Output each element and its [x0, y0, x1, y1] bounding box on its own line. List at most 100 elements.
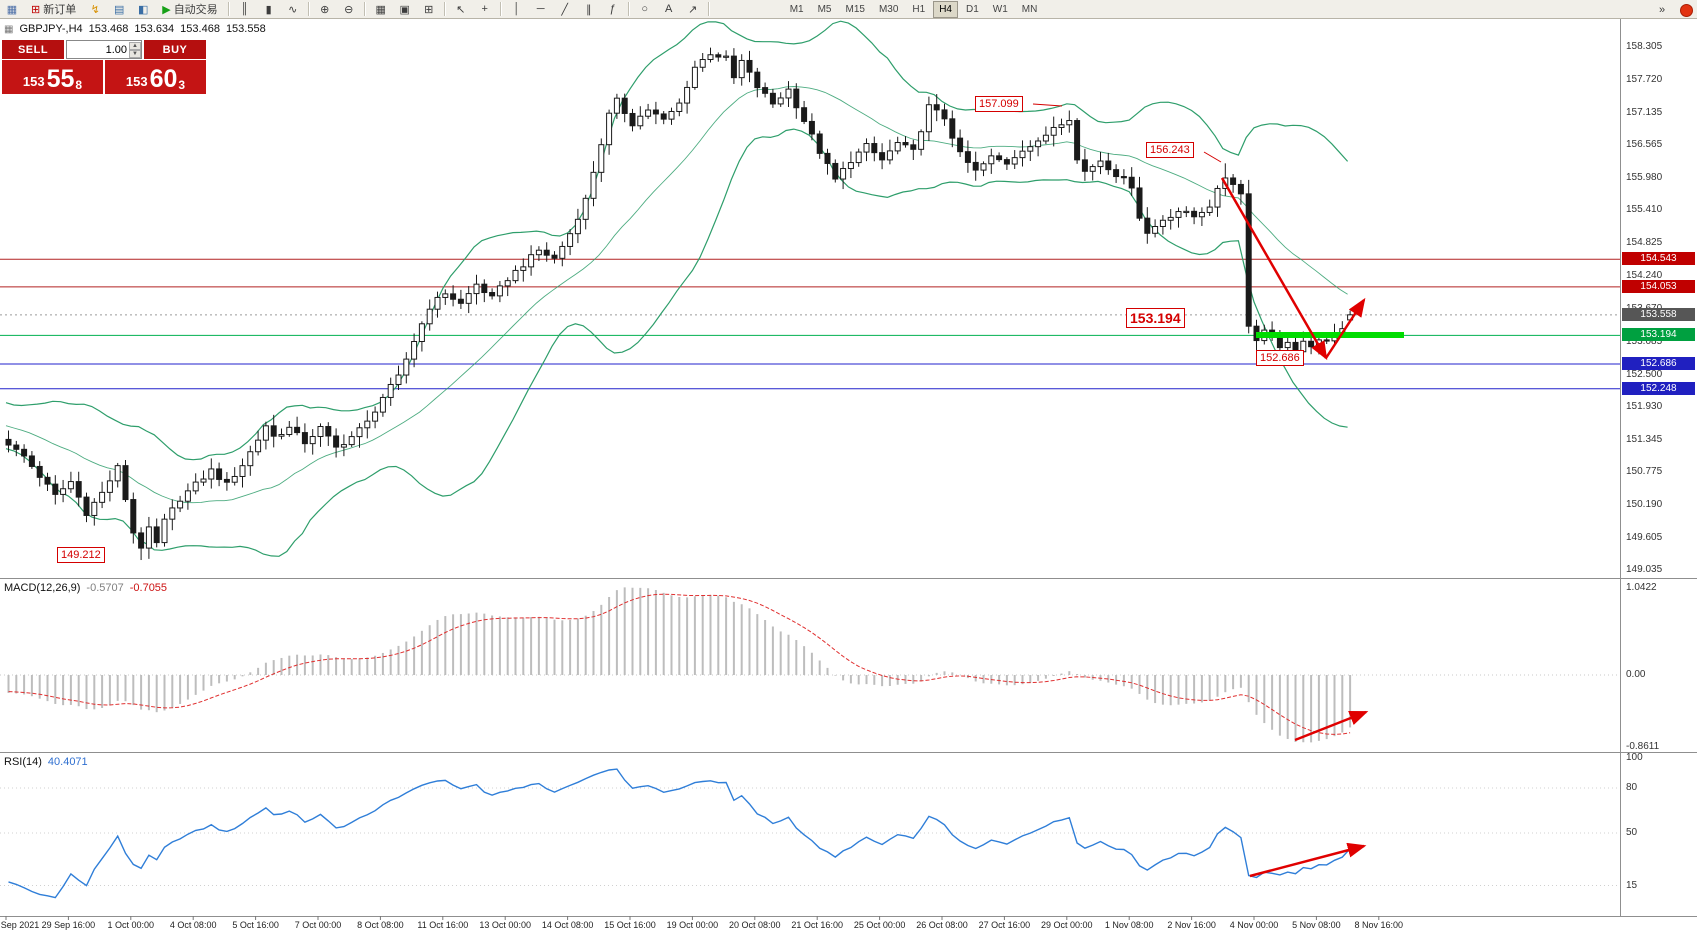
crosshair-icon: + [481, 3, 488, 15]
horizontal-line-icon[interactable]: ─ [530, 0, 552, 18]
rsi-value: 40.4071 [47, 756, 88, 768]
volume-up-button[interactable]: ▲ [129, 41, 141, 50]
rsi-name: RSI(14) [4, 756, 42, 768]
sell-header-button[interactable]: SELL [2, 40, 64, 59]
arrow-object-icon: ↗ [688, 3, 698, 16]
line-chart-icon[interactable]: ∿ [282, 0, 304, 18]
new-order-button-label: 新订单 [43, 4, 77, 16]
navigator-icon: ◧ [138, 3, 149, 16]
zoom-out-icon: ⊖ [344, 3, 354, 16]
bid-pip: 8 [75, 78, 83, 92]
pane-separators [0, 18, 1697, 920]
ask-big: 60 [149, 65, 178, 93]
arrow-object-icon[interactable]: ↗ [682, 0, 704, 18]
bid-big: 55 [46, 65, 75, 93]
price-annotation[interactable]: 157.099 [975, 96, 1023, 112]
price-annotation[interactable]: 153.194 [1126, 308, 1185, 328]
price-annotation[interactable]: 149.212 [57, 547, 105, 563]
toolbar-separator [227, 2, 230, 16]
timeframe-d1-button[interactable]: D1 [966, 3, 979, 15]
sell-price-button[interactable]: 153 55 8 [2, 60, 103, 94]
price-annotation[interactable]: 152.686 [1256, 350, 1304, 366]
shapes-icon[interactable]: ○ [634, 0, 656, 18]
macd-value-main: -0.5707 [86, 582, 124, 594]
new-chart-icon: ▦ [6, 3, 18, 16]
chart-ohlc-header: ▦ GBPJPY-,H4 153.468 153.634 153.468 153… [4, 23, 266, 35]
market-watch-icon: ▤ [114, 3, 125, 16]
notification-dot[interactable] [1680, 3, 1693, 17]
new-chart-icon[interactable]: ▦ [1, 0, 23, 18]
chart-shift-icon[interactable]: ↯ [84, 0, 106, 18]
trendline-icon[interactable]: ╱ [554, 0, 576, 18]
price-annotation[interactable]: 156.243 [1146, 142, 1194, 158]
cursor-icon: ↖ [456, 3, 466, 16]
auto-arrange-icon: ▣ [399, 3, 410, 16]
rsi-pane [0, 768, 1620, 899]
vertical-line-icon: │ [513, 3, 521, 15]
channel-icon[interactable]: ∥ [578, 0, 600, 18]
macd-name: MACD(12,26,9) [4, 582, 81, 594]
drawn-objects[interactable] [1032, 103, 1404, 878]
candlestick-chart-icon[interactable]: ▮ [258, 0, 280, 18]
new-order-button: ⊞ [31, 3, 41, 16]
ohlc-low: 153.468 [180, 23, 220, 35]
candlestick-chart-icon: ▮ [265, 3, 272, 16]
grid-icon[interactable]: ⊞ [418, 0, 440, 18]
text-label-icon[interactable]: A [658, 0, 680, 18]
volume-down-button[interactable]: ▼ [129, 49, 141, 58]
ohlc-close: 153.558 [225, 23, 266, 35]
more-tools-icon[interactable]: » [1658, 4, 1666, 16]
volume-box: ▲ ▼ [66, 40, 142, 59]
bar-chart-icon[interactable]: ║ [234, 0, 256, 18]
timeframe-h4-button[interactable]: H4 [933, 0, 958, 18]
bar-chart-icon: ║ [240, 3, 249, 15]
auto-arrange-icon[interactable]: ▣ [394, 0, 416, 18]
grid-icon: ⊞ [424, 3, 434, 16]
buy-header-button[interactable]: BUY [144, 40, 206, 59]
timeframe-m15-button[interactable]: M15 [845, 3, 865, 15]
toolbar: ▦ ⊞ 新订单 ↯ ▤ ◧ ▶ 自动交易 ║ ▮ ∿ ⊕ ⊖ ▦ ▣ ⊞ ↖ + │ ─ ╱ ∥ ƒ ○ A ↗ M1 M5 M15 M3… [0, 0, 1697, 19]
rsi-label: RSI(14) 40.4071 [4, 756, 88, 768]
timeframe-m30-button[interactable]: M30 [878, 3, 899, 15]
symbol-period-label: GBPJPY-,H4 [19, 23, 83, 35]
vertical-line-icon[interactable]: │ [506, 0, 528, 18]
fibonacci-icon[interactable]: ƒ [602, 0, 624, 18]
buy-price-button[interactable]: 153 60 3 [105, 60, 206, 94]
volume-input[interactable] [67, 42, 129, 57]
zoom-out-icon[interactable]: ⊖ [338, 0, 360, 18]
toolbar-separator [627, 2, 630, 16]
macd-pane [0, 587, 1620, 743]
trendline-icon: ╱ [561, 3, 568, 16]
autotrade-button: ▶ [162, 3, 171, 16]
new-order-button[interactable]: ⊞ 新订单 [26, 0, 81, 18]
timeframe-m5-button[interactable]: M5 [817, 3, 832, 15]
autotrade-button-label: 自动交易 [173, 4, 218, 16]
navigator-icon[interactable]: ◧ [132, 0, 154, 18]
timeframe-mn-button[interactable]: MN [1021, 3, 1038, 15]
crosshair-icon[interactable]: + [474, 0, 496, 18]
cursor-icon[interactable]: ↖ [450, 0, 472, 18]
macd-label: MACD(12,26,9) -0.5707 -0.7055 [4, 582, 167, 594]
toolbar-separator [363, 2, 366, 16]
shapes-icon: ○ [641, 3, 649, 15]
market-watch-icon[interactable]: ▤ [108, 0, 130, 18]
autotrade-button[interactable]: ▶ 自动交易 [157, 0, 222, 18]
timeframe-h1-button[interactable]: H1 [912, 3, 926, 15]
timeframe-m1-button[interactable]: M1 [789, 3, 804, 15]
ohlc-high: 153.634 [134, 23, 175, 35]
zoom-in-icon: ⊕ [320, 3, 330, 16]
zoom-in-icon[interactable]: ⊕ [314, 0, 336, 18]
bid-prefix: 153 [22, 74, 45, 89]
tile-windows-icon[interactable]: ▦ [370, 0, 392, 18]
tile-windows-icon: ▦ [375, 3, 386, 16]
toolbar-right-group: » [1650, 1, 1693, 19]
line-chart-icon: ∿ [288, 3, 298, 16]
fibonacci-icon: ƒ [609, 3, 616, 15]
chart-shift-icon: ↯ [90, 3, 100, 16]
text-label-icon: A [665, 3, 673, 15]
timeframe-w1-button[interactable]: W1 [992, 3, 1008, 15]
ohlc-open: 153.468 [88, 23, 129, 35]
ask-pip: 3 [178, 78, 186, 92]
toolbar-separator [443, 2, 446, 16]
